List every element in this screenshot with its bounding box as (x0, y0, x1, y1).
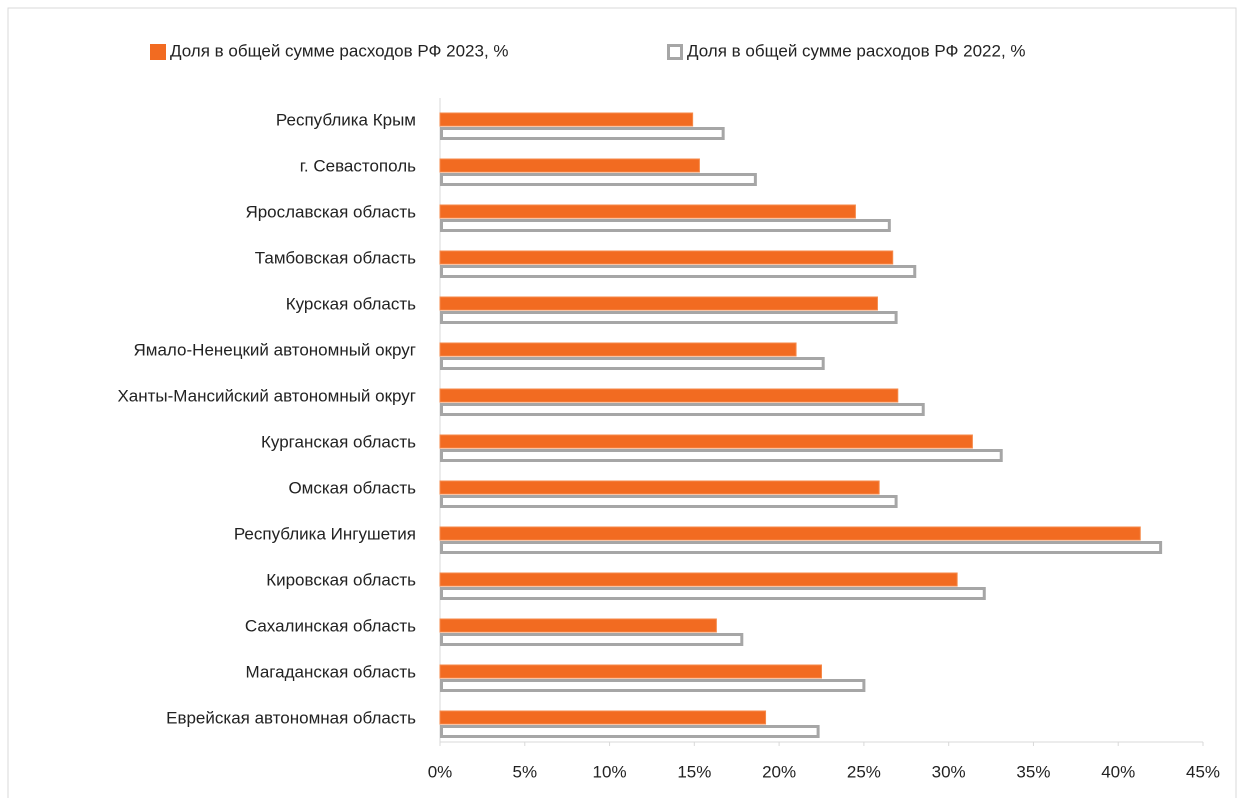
bar (439, 572, 958, 587)
y-tick-label: Курганская область (261, 432, 416, 451)
x-tick-label: 15% (677, 762, 711, 781)
bar (439, 434, 973, 449)
x-tick-label: 45% (1186, 762, 1220, 781)
y-tick-label: Тамбовская область (255, 248, 416, 267)
x-tick-label: 5% (512, 762, 537, 781)
bar (440, 587, 986, 600)
legend-label: Доля в общей сумме расходов РФ 2022, % (687, 41, 1026, 60)
y-tick-label: Омская область (288, 478, 416, 497)
y-tick-label: Ямало-Ненецкий автономный округ (134, 340, 416, 359)
bar (439, 618, 717, 633)
x-tick-label: 25% (847, 762, 881, 781)
bar (440, 495, 898, 508)
bar (440, 311, 898, 324)
x-tick-label: 40% (1101, 762, 1135, 781)
bar (439, 296, 878, 311)
bar (439, 342, 797, 357)
bar (440, 173, 757, 186)
bar (440, 403, 925, 416)
bar (440, 219, 891, 232)
y-tick-label: Ханты-Мансийский автономный округ (117, 386, 416, 405)
bar (439, 710, 767, 725)
bar (439, 526, 1141, 541)
bar (439, 480, 880, 495)
bar (439, 250, 894, 265)
bar (440, 541, 1163, 554)
bar (440, 679, 866, 692)
bar (439, 388, 899, 403)
y-tick-label: Магаданская область (246, 662, 417, 681)
x-tick-label: 35% (1016, 762, 1050, 781)
bar (440, 449, 1003, 462)
x-tick-label: 30% (932, 762, 966, 781)
bar (439, 664, 822, 679)
bar (440, 357, 825, 370)
legend-swatch (150, 44, 166, 60)
y-tick-label: Кировская область (266, 570, 416, 589)
x-tick-label: 0% (428, 762, 453, 781)
y-tick-label: Курская область (286, 294, 416, 313)
bar (440, 633, 744, 646)
x-tick-label: 10% (593, 762, 627, 781)
bar (439, 204, 856, 219)
y-tick-label: Еврейская автономная область (166, 708, 416, 727)
bar (439, 112, 694, 127)
bar (440, 265, 917, 278)
legend-swatch (667, 44, 683, 60)
legend-label: Доля в общей сумме расходов РФ 2023, % (170, 41, 509, 60)
bar (439, 158, 700, 173)
y-tick-label: Республика Крым (276, 110, 416, 129)
bar (440, 127, 725, 140)
bar (440, 725, 820, 738)
x-tick-label: 20% (762, 762, 796, 781)
y-tick-label: г. Севастополь (300, 156, 416, 175)
y-tick-label: Ярославская область (245, 202, 416, 221)
y-tick-label: Сахалинская область (245, 616, 416, 635)
y-tick-label: Республика Ингушетия (234, 524, 416, 543)
